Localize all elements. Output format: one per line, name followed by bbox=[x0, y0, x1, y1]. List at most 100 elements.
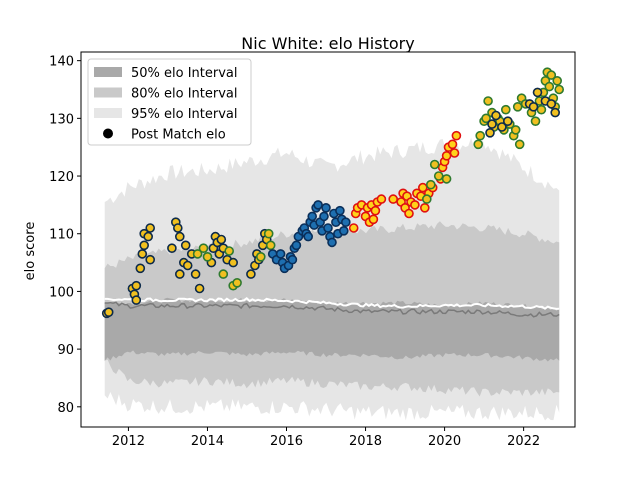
data-point bbox=[404, 208, 414, 219]
data-point bbox=[544, 81, 555, 92]
data-point bbox=[145, 254, 155, 265]
data-point bbox=[131, 295, 142, 305]
mean-line bbox=[104, 297, 560, 310]
band-50 bbox=[104, 297, 560, 362]
data-point bbox=[335, 205, 345, 216]
data-point bbox=[232, 277, 242, 288]
data-point bbox=[512, 102, 523, 112]
data-point bbox=[388, 194, 399, 204]
data-point bbox=[348, 223, 359, 233]
legend-label: Post Match elo bbox=[131, 128, 226, 143]
data-point bbox=[441, 174, 452, 184]
data-point bbox=[491, 110, 501, 121]
data-point bbox=[275, 249, 286, 259]
post-match-points bbox=[101, 67, 565, 319]
data-point bbox=[546, 70, 557, 80]
data-point bbox=[502, 116, 513, 126]
legend-label: 95% elo Interval bbox=[131, 107, 238, 122]
data-point bbox=[552, 76, 563, 86]
data-point bbox=[536, 104, 547, 115]
legend-box bbox=[87, 58, 252, 146]
data-point bbox=[255, 251, 266, 262]
x-tick-label: 2020 bbox=[428, 434, 461, 449]
series-C bbox=[267, 200, 351, 274]
chart-title: Nic White: elo History bbox=[241, 34, 414, 53]
data-point bbox=[198, 243, 209, 253]
trend-lines bbox=[104, 297, 560, 318]
data-point bbox=[419, 203, 430, 213]
data-point bbox=[376, 194, 387, 204]
data-point bbox=[497, 122, 507, 132]
data-point bbox=[510, 125, 521, 135]
data-point bbox=[319, 211, 329, 222]
data-point bbox=[485, 128, 495, 138]
y-tick-label: 90 bbox=[57, 343, 74, 358]
data-point bbox=[475, 130, 486, 141]
data-point bbox=[202, 251, 213, 262]
legend-swatch-band95 bbox=[94, 108, 122, 118]
legend-swatch-band80 bbox=[94, 87, 122, 98]
data-point bbox=[182, 260, 193, 271]
data-point bbox=[338, 226, 349, 236]
data-point bbox=[554, 84, 565, 95]
data-point bbox=[433, 171, 444, 181]
data-point bbox=[103, 307, 114, 318]
data-point bbox=[218, 269, 229, 279]
data-point bbox=[546, 99, 557, 109]
x-tick-label: 2018 bbox=[349, 434, 382, 449]
data-point bbox=[192, 249, 203, 259]
x-tick-label: 2016 bbox=[270, 434, 303, 449]
data-point bbox=[313, 200, 323, 210]
data-point bbox=[131, 280, 142, 291]
data-point bbox=[175, 231, 185, 242]
median-line bbox=[104, 301, 560, 318]
data-point bbox=[145, 223, 155, 233]
data-point bbox=[265, 240, 276, 251]
x-tick-label: 2022 bbox=[507, 434, 540, 449]
data-point bbox=[532, 87, 543, 98]
data-point bbox=[167, 243, 177, 253]
data-point bbox=[180, 240, 191, 251]
data-point bbox=[483, 96, 493, 106]
data-point bbox=[190, 269, 201, 279]
y-axis-label: elo score bbox=[23, 222, 38, 281]
data-point bbox=[410, 200, 420, 210]
data-point bbox=[421, 194, 432, 204]
data-point bbox=[550, 107, 561, 118]
data-point bbox=[530, 116, 541, 126]
data-point bbox=[303, 231, 314, 242]
y-tick-label: 80 bbox=[57, 401, 74, 416]
data-point bbox=[429, 159, 440, 170]
data-point bbox=[321, 203, 331, 213]
series-B bbox=[192, 228, 276, 291]
data-point bbox=[417, 182, 428, 193]
legend-label: 80% elo Interval bbox=[131, 87, 238, 102]
data-point bbox=[135, 263, 146, 274]
y-tick-label: 140 bbox=[49, 55, 74, 70]
data-point bbox=[216, 234, 227, 245]
y-tick-label: 120 bbox=[49, 170, 74, 185]
data-point bbox=[451, 130, 462, 141]
data-point bbox=[340, 217, 351, 227]
y-tick-label: 110 bbox=[49, 228, 74, 243]
data-point bbox=[307, 211, 318, 222]
data-point bbox=[139, 240, 149, 251]
data-point bbox=[425, 179, 436, 190]
legend-swatch-band50 bbox=[94, 67, 122, 77]
data-point bbox=[194, 283, 205, 294]
x-tick-label: 2012 bbox=[112, 434, 145, 449]
data-point bbox=[370, 205, 381, 216]
legend: 50% elo Interval 80% elo Interval 95% elo … bbox=[87, 58, 252, 146]
y-tick-label: 100 bbox=[49, 285, 74, 300]
data-point bbox=[449, 148, 460, 158]
data-point bbox=[514, 139, 525, 150]
plot-frame bbox=[80, 51, 576, 428]
y-tick-label: 130 bbox=[49, 112, 74, 127]
data-point bbox=[323, 223, 333, 233]
data-point bbox=[473, 139, 484, 150]
data-point bbox=[137, 249, 148, 259]
data-point bbox=[481, 113, 491, 124]
data-point bbox=[368, 214, 379, 225]
data-point bbox=[291, 240, 302, 251]
interval-bands bbox=[104, 137, 560, 421]
